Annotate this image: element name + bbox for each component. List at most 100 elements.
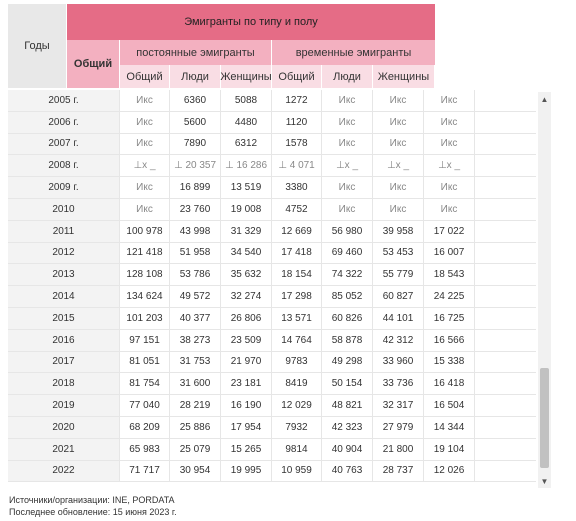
value-cell: 28 737 [373, 460, 424, 482]
table-row: 2006 г. Икс 5600 4480 1120 Икс Икс Икс [8, 111, 536, 134]
value-cell: 16 504 [424, 395, 475, 416]
value-cell: 15 338 [424, 351, 475, 373]
value-cell: 12 669 [272, 220, 322, 242]
header-temporary[interactable]: временные эмигранты [272, 40, 435, 65]
value-cell: 26 806 [221, 307, 272, 329]
header-perm-total[interactable]: Общий [120, 65, 170, 88]
last-updated-text: Последнее обновление: 15 июня 2023 г. [9, 507, 177, 517]
value-cell: Икс [120, 90, 170, 111]
value-cell: 81 754 [120, 373, 170, 395]
value-cell: 17 418 [272, 242, 322, 264]
value-cell: ⊥ 4 071 [272, 155, 322, 177]
value-cell: 13 519 [221, 177, 272, 198]
value-cell: 19 995 [221, 460, 272, 482]
value-cell: 16 566 [424, 329, 475, 351]
value-cell: 16 190 [221, 395, 272, 416]
value-cell: 4752 [272, 198, 322, 220]
value-cell: 31 329 [221, 220, 272, 242]
table-row: 2021 65 983 25 079 15 265 9814 40 904 21 800 19… [8, 438, 536, 461]
value-cell: 81 051 [120, 351, 170, 373]
value-cell: 56 980 [322, 220, 373, 242]
value-cell: 14 344 [424, 416, 475, 438]
value-cell: 68 209 [120, 416, 170, 438]
year-cell: 2008 г. [8, 155, 120, 177]
table-row: 2007 г. Икс 7890 6312 1578 Икс Икс Икс [8, 133, 536, 156]
value-cell: 17 022 [424, 220, 475, 242]
table-row: 2018 81 754 31 600 23 181 8419 50 154 33 736 16… [8, 373, 536, 396]
table-row: 2017 81 051 31 753 21 970 9783 49 298 33 960 15… [8, 351, 536, 374]
value-cell: 32 274 [221, 286, 272, 307]
value-cell: 28 219 [170, 395, 221, 416]
header-total[interactable]: Общий [67, 40, 120, 88]
value-cell: 16 899 [170, 177, 221, 198]
value-cell: 23 509 [221, 329, 272, 351]
header-permanent[interactable]: постоянные эмигранты [120, 40, 272, 65]
value-cell: ⊥ 16 286 [221, 155, 272, 177]
value-cell: 134 624 [120, 286, 170, 307]
year-cell: 2007 г. [8, 133, 120, 155]
value-cell: Икс [322, 111, 373, 133]
value-cell: 31 753 [170, 351, 221, 373]
value-cell: Икс [120, 111, 170, 133]
table-row: 2008 г. ⊥x _ ⊥ 20 357 ⊥ 16 286 ⊥ 4 071 ⊥x _ ⊥x… [8, 155, 536, 178]
value-cell: 40 377 [170, 307, 221, 329]
value-cell: 9783 [272, 351, 322, 373]
value-cell: 5088 [221, 90, 272, 111]
value-cell: 1120 [272, 111, 322, 133]
value-cell: 33 736 [373, 373, 424, 395]
value-cell: Икс [322, 90, 373, 111]
table-row: 2019 77 040 28 219 16 190 12 029 48 821 32 317… [8, 395, 536, 417]
year-cell: 2005 г. [8, 90, 120, 111]
vertical-scrollbar[interactable]: ▲ ▼ [538, 92, 551, 488]
value-cell: 3380 [272, 177, 322, 198]
value-cell: Икс [373, 90, 424, 111]
header-temp-total[interactable]: Общий [272, 65, 322, 88]
sources-text: Источники/организации: INE, PORDATA [9, 495, 175, 505]
table-row: 2016 97 151 38 273 23 509 14 764 58 878 42 312… [8, 329, 536, 352]
year-cell: 2014 [8, 286, 120, 307]
value-cell: Икс [120, 198, 170, 220]
value-cell: 25 079 [170, 438, 221, 460]
value-cell: 101 203 [120, 307, 170, 329]
year-cell: 2018 [8, 373, 120, 395]
value-cell: 34 540 [221, 242, 272, 264]
value-cell: 21 970 [221, 351, 272, 373]
value-cell: Икс [373, 111, 424, 133]
header-years[interactable]: Годы [8, 4, 67, 88]
header-perm-men[interactable]: Люди [170, 65, 221, 88]
value-cell: Икс [120, 177, 170, 198]
value-cell: 14 764 [272, 329, 322, 351]
value-cell: 7890 [170, 133, 221, 155]
header-perm-women[interactable]: Женщины [220, 65, 272, 88]
value-cell: Икс [373, 177, 424, 198]
value-cell: 48 821 [322, 395, 373, 416]
value-cell: 42 323 [322, 416, 373, 438]
value-cell: 19 008 [221, 198, 272, 220]
year-cell: 2019 [8, 395, 120, 416]
value-cell: 40 763 [322, 460, 373, 482]
value-cell: 19 104 [424, 438, 475, 460]
year-cell: 2017 [8, 351, 120, 373]
scroll-up-icon[interactable]: ▲ [540, 94, 549, 104]
scroll-thumb[interactable] [540, 368, 549, 468]
year-cell: 2009 г. [8, 177, 120, 198]
value-cell: Икс [424, 198, 475, 220]
year-cell: 2006 г. [8, 111, 120, 133]
scroll-down-icon[interactable]: ▼ [540, 476, 549, 486]
value-cell: 23 760 [170, 198, 221, 220]
value-cell: 39 958 [373, 220, 424, 242]
value-cell: 121 418 [120, 242, 170, 264]
table-row: 2011 100 978 43 998 31 329 12 669 56 980 39 95… [8, 220, 536, 243]
value-cell: 9814 [272, 438, 322, 460]
value-cell: 97 151 [120, 329, 170, 351]
value-cell: 17 954 [221, 416, 272, 438]
value-cell: Икс [322, 177, 373, 198]
header-temp-women[interactable]: Женщины [373, 65, 435, 88]
header-temp-men[interactable]: Люди [322, 65, 373, 88]
value-cell: 65 983 [120, 438, 170, 460]
value-cell: 15 265 [221, 438, 272, 460]
value-cell: 69 460 [322, 242, 373, 264]
value-cell: 6312 [221, 133, 272, 155]
value-cell: 44 101 [373, 307, 424, 329]
header-emigrants[interactable]: Эмигранты по типу и полу [67, 4, 435, 40]
